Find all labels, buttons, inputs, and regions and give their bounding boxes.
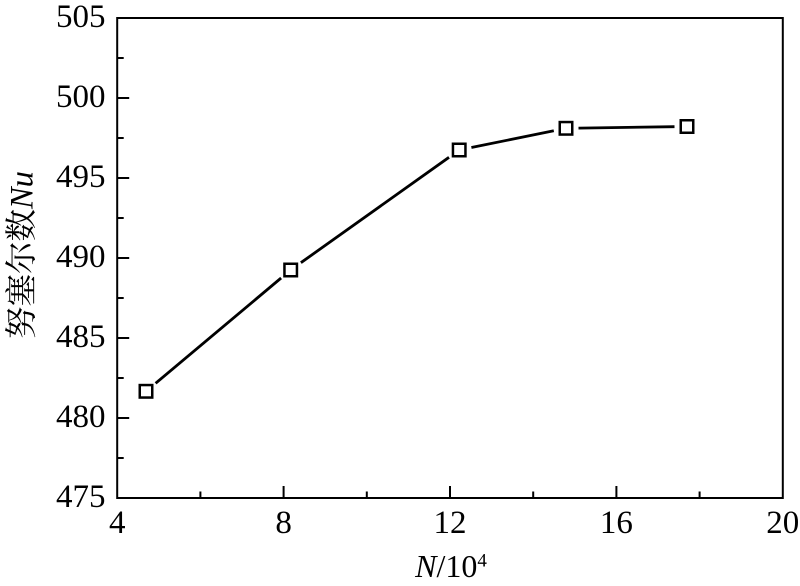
svg-text:480: 480 <box>56 399 106 435</box>
svg-text:4: 4 <box>109 505 126 541</box>
svg-text:N/104: N/104 <box>414 548 487 584</box>
svg-text:495: 495 <box>56 159 106 195</box>
svg-text:16: 16 <box>600 505 633 541</box>
svg-text:485: 485 <box>56 319 106 355</box>
svg-text:8: 8 <box>275 505 292 541</box>
svg-text:20: 20 <box>766 505 799 541</box>
svg-text:475: 475 <box>56 479 106 515</box>
svg-text:505: 505 <box>56 0 106 35</box>
svg-text:490: 490 <box>56 239 106 275</box>
svg-text:12: 12 <box>434 505 467 541</box>
svg-text:Nu: Nu <box>5 171 41 210</box>
svg-text:500: 500 <box>56 79 106 115</box>
